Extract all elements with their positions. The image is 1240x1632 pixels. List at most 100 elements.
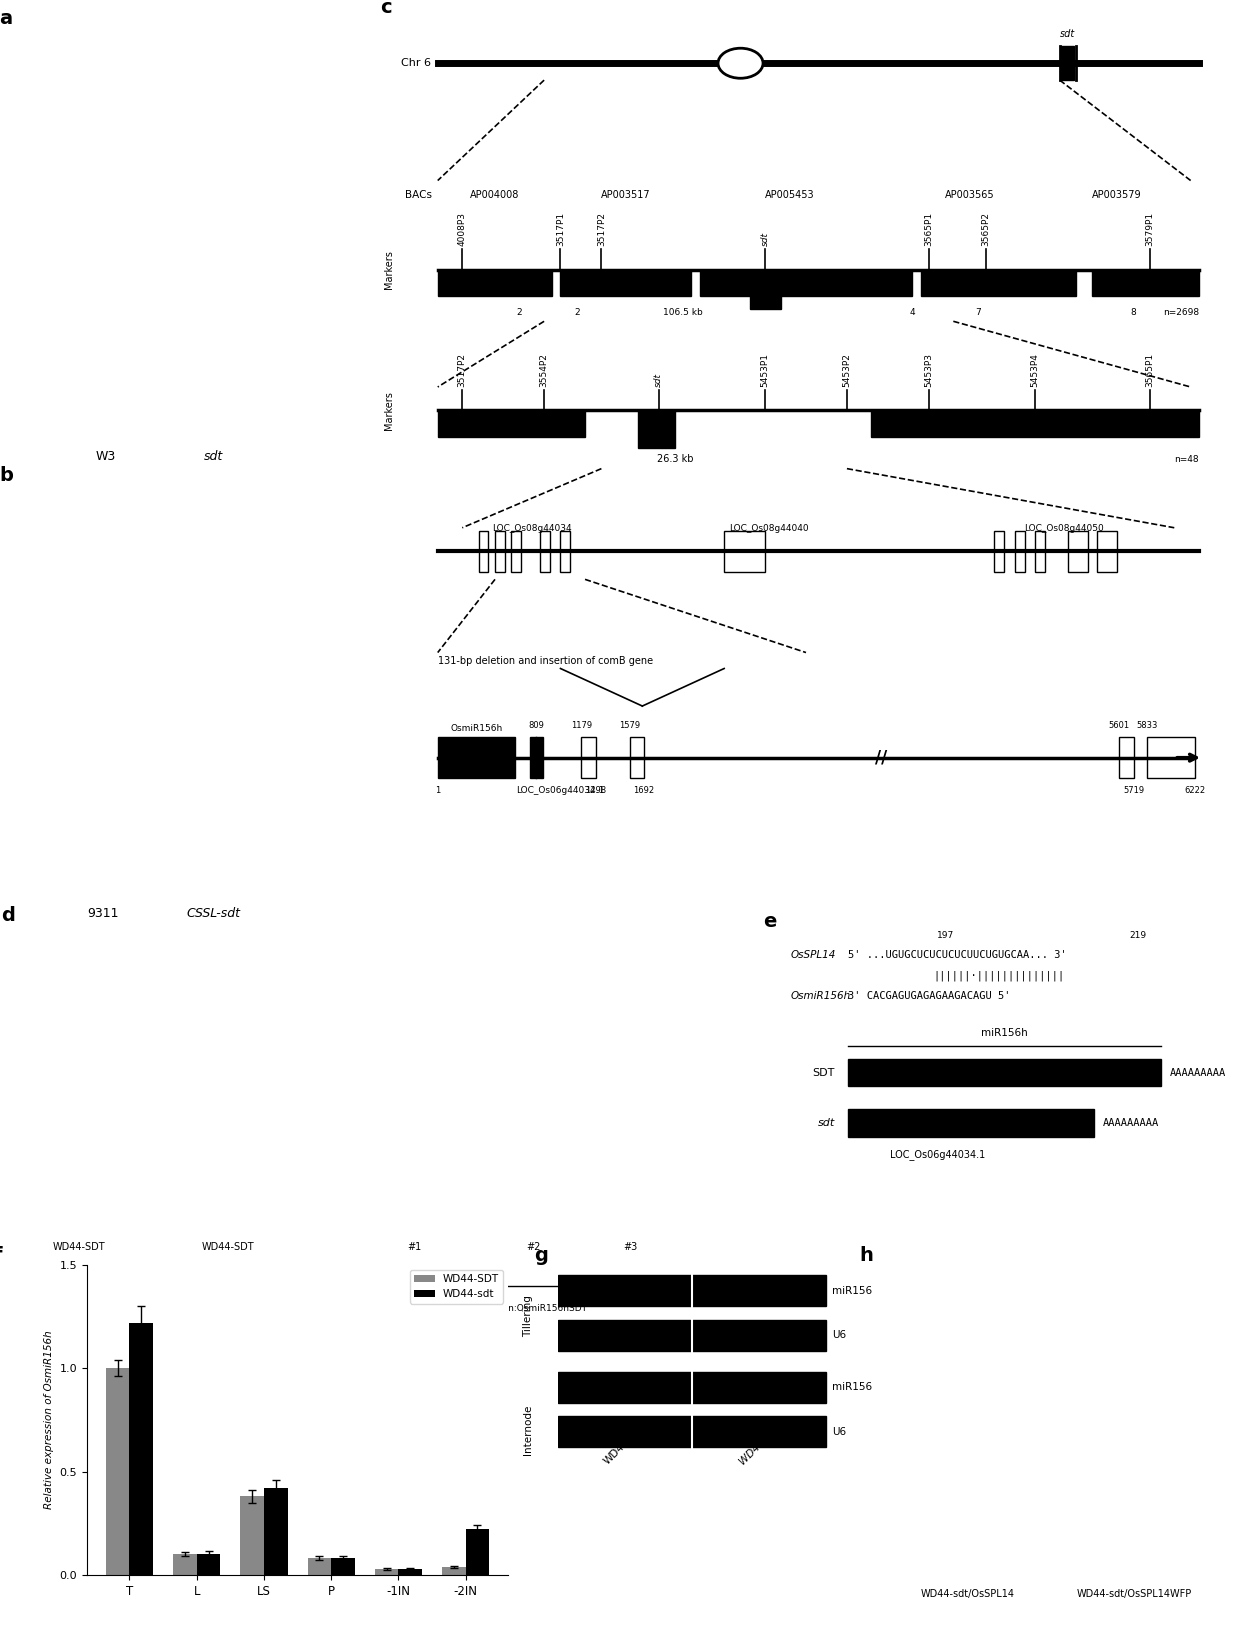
Text: Markers: Markers — [383, 250, 393, 289]
Text: //: // — [875, 749, 888, 767]
Text: pOsmiR156h:OsmiR156hsdt: pOsmiR156h:OsmiR156hsdt — [165, 1270, 291, 1279]
Bar — [511, 530, 521, 571]
Bar — [1096, 530, 1117, 571]
Text: sdt: sdt — [760, 232, 770, 246]
Text: W3: W3 — [95, 450, 117, 463]
Text: ||||||·||||||||||||||: ||||||·|||||||||||||| — [932, 971, 1064, 981]
Bar — [308, 1559, 331, 1575]
Text: 131-bp deletion and insertion of comB gene: 131-bp deletion and insertion of comB ge… — [438, 656, 652, 666]
Bar — [105, 1368, 129, 1575]
Text: f: f — [0, 1247, 2, 1265]
Text: 3517P2: 3517P2 — [596, 212, 606, 246]
Bar — [241, 1497, 264, 1575]
Text: #1: #1 — [407, 1242, 422, 1252]
Text: LOC_Os08g44050: LOC_Os08g44050 — [1024, 524, 1104, 532]
Text: 219: 219 — [1130, 930, 1147, 940]
Text: LOC_Os08g44034: LOC_Os08g44034 — [492, 524, 572, 532]
Text: 2: 2 — [574, 308, 579, 317]
Text: WD44-sdt/OsSPL14WFP: WD44-sdt/OsSPL14WFP — [1076, 1588, 1192, 1599]
Text: AP003517: AP003517 — [601, 189, 651, 199]
Ellipse shape — [596, 1087, 649, 1105]
Bar — [639, 410, 675, 447]
Bar — [438, 738, 516, 778]
Text: 3' CACGAGUGAGAGAAGACAGU 5': 3' CACGAGUGAGAGAAGACAGU 5' — [848, 991, 1011, 1000]
Text: 6222: 6222 — [1184, 787, 1205, 795]
Text: OsmiR156h: OsmiR156h — [450, 725, 502, 733]
Text: 5453P4: 5453P4 — [1030, 353, 1039, 387]
Bar — [129, 1322, 153, 1575]
Bar — [994, 530, 1004, 571]
Bar — [724, 530, 765, 571]
Text: 3565P2: 3565P2 — [982, 212, 991, 246]
Bar — [699, 269, 913, 295]
Bar — [495, 530, 505, 571]
Bar — [558, 1417, 826, 1448]
Bar — [174, 1554, 197, 1575]
Text: 809: 809 — [528, 721, 544, 730]
Bar — [1068, 530, 1089, 571]
Text: h: h — [859, 1247, 873, 1265]
Text: CSSL-sdt: CSSL-sdt — [186, 907, 241, 920]
Text: AP004008: AP004008 — [470, 189, 520, 199]
Bar — [872, 410, 1199, 437]
Bar — [1147, 738, 1195, 778]
Text: 5833: 5833 — [1137, 721, 1158, 730]
Bar — [438, 410, 585, 437]
Text: sdt: sdt — [203, 450, 223, 463]
Bar — [582, 738, 595, 778]
Text: LOC_Os06g44034.1: LOC_Os06g44034.1 — [516, 787, 605, 795]
Text: LOC_Os06g44034.1: LOC_Os06g44034.1 — [890, 1149, 985, 1160]
Bar — [558, 1320, 826, 1351]
Text: sdt: sdt — [1060, 29, 1075, 39]
Bar — [541, 530, 549, 571]
Text: WD44-SDT pActin:OsmiR156hSDT: WD44-SDT pActin:OsmiR156hSDT — [434, 1304, 588, 1312]
Text: 3565P1: 3565P1 — [924, 212, 934, 246]
Y-axis label: Relative expression of OsmiR156h: Relative expression of OsmiR156h — [43, 1330, 53, 1510]
Bar — [558, 1275, 826, 1306]
Bar — [398, 1568, 422, 1575]
Text: OsmiR156h: OsmiR156h — [790, 991, 851, 1000]
Text: e: e — [764, 912, 776, 932]
Text: g: g — [534, 1247, 548, 1265]
Text: 3579P1: 3579P1 — [1146, 212, 1154, 246]
Bar — [1120, 738, 1133, 778]
Text: d: d — [1, 906, 15, 925]
Bar — [1092, 269, 1199, 295]
Ellipse shape — [224, 1087, 277, 1105]
Text: sdt: sdt — [817, 1118, 835, 1128]
Text: AAAAAAAAA: AAAAAAAAA — [1102, 1118, 1159, 1128]
Bar — [331, 1559, 355, 1575]
Text: LOC_Os08g44040: LOC_Os08g44040 — [729, 524, 808, 532]
Text: 5453P2: 5453P2 — [842, 353, 852, 387]
Bar — [438, 269, 552, 295]
Text: 1579: 1579 — [619, 721, 640, 730]
Bar — [479, 530, 489, 571]
Text: miR156h: miR156h — [981, 1028, 1028, 1038]
Text: WD44-SDT: WD44-SDT — [53, 1242, 105, 1252]
Text: 3517P2: 3517P2 — [458, 353, 466, 387]
Text: n=2698: n=2698 — [1163, 308, 1199, 317]
Text: miR156: miR156 — [832, 1382, 872, 1392]
Bar — [848, 1059, 1161, 1087]
Bar — [750, 269, 781, 308]
Text: #2: #2 — [526, 1242, 541, 1252]
Bar — [560, 269, 692, 295]
Bar — [558, 1371, 826, 1402]
Text: a: a — [0, 8, 12, 28]
Bar — [848, 1108, 1094, 1136]
Bar — [1061, 46, 1074, 80]
Text: WD44-SDT: WD44-SDT — [601, 1420, 649, 1467]
Text: b: b — [0, 465, 12, 485]
Text: #3: #3 — [622, 1242, 637, 1252]
Text: OsSPL14: OsSPL14 — [790, 950, 836, 960]
Text: c: c — [381, 0, 392, 16]
Text: BACs: BACs — [405, 189, 432, 199]
Text: SDT: SDT — [812, 1067, 835, 1077]
Text: 5601: 5601 — [1109, 721, 1130, 730]
Text: U6: U6 — [832, 1426, 846, 1436]
Text: Markers: Markers — [383, 392, 393, 429]
Text: 1298: 1298 — [585, 787, 606, 795]
Text: 3554P2: 3554P2 — [539, 353, 548, 387]
Bar — [466, 1529, 490, 1575]
Bar — [1035, 530, 1045, 571]
